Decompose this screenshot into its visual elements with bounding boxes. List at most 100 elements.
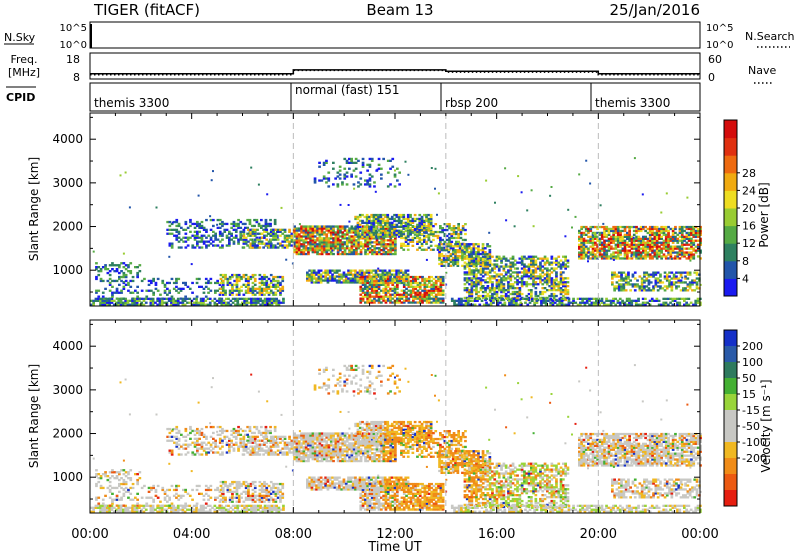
power-cell [372,213,376,217]
power-cell [677,285,681,288]
power-cell [317,275,321,278]
power-cell [382,231,386,234]
power-cell [507,290,510,294]
power-cell [234,224,238,228]
power-cell [334,235,338,238]
power-cell [660,229,663,233]
power-cell [247,287,250,290]
power-cell [425,293,429,296]
power-cell [443,223,447,226]
power-cell [462,303,466,306]
power-cell [605,235,609,238]
power-cell [619,243,622,246]
power-cell [232,242,236,245]
power-cell [216,218,220,222]
power-cell [232,240,236,243]
power-cell [513,292,517,296]
power-cell [368,229,372,232]
power-cell [313,239,317,242]
power-cell [583,297,587,300]
power-cell [170,277,174,281]
power-cell [90,299,93,302]
power-cell [513,267,517,270]
power-cell [486,257,490,260]
power-cell [628,297,631,300]
power-cell [393,279,397,283]
power-cell [374,269,378,272]
power-cell [619,237,622,240]
power-cell [628,299,631,302]
power-cell [418,231,422,234]
power-cell [587,249,590,252]
power-cell [609,301,613,304]
power-cell [283,244,287,247]
power-cell [354,161,358,164]
power-cell [375,243,379,246]
power-cell [364,183,367,186]
power-cell [198,230,201,233]
power-cell [267,285,271,288]
power-cell [647,283,651,286]
power-cell [436,230,440,234]
power-cell [97,289,101,292]
power-cell [425,297,429,300]
power-cell [380,283,383,286]
power-cell [177,236,181,239]
power-cell [304,241,308,244]
power-cell [464,238,467,242]
power-cell [253,293,257,296]
power-cell [645,271,649,274]
power-cell [353,187,356,190]
power-cell [377,273,380,276]
power-cell [266,193,269,196]
power-cell [249,234,253,237]
power-cell [375,281,379,285]
power-cell [265,287,269,290]
power-cell [120,279,123,283]
power-cell [391,249,395,252]
power-cell [479,257,483,260]
power-cell [654,279,658,282]
power-cell [523,269,526,272]
power-cell [559,273,563,276]
power-cell [531,299,534,302]
power-cell [272,277,275,281]
power-cell [365,217,369,221]
power-cell [361,297,365,300]
power-cell [358,229,362,232]
power-cell [366,183,369,186]
power-cell [427,234,431,238]
power-cell [630,235,634,238]
power-cell [309,247,312,250]
power-cell [199,297,203,300]
power-cell [633,285,637,288]
power-cell [295,237,299,240]
power-cell [361,219,364,223]
power-cell [664,239,668,242]
power-cell [333,275,337,278]
power-cell [304,247,308,250]
power-cell [580,243,583,246]
power-cell [366,281,369,285]
power-cell [534,275,538,278]
power-cell [614,257,618,260]
power-cell [587,239,590,242]
power-cell [206,303,210,306]
power-cell [655,249,659,252]
power-cell [680,237,684,240]
power-cell [513,225,516,228]
power-cell [555,271,558,274]
power-cell [380,249,383,252]
power-cell [596,247,599,250]
power-cell [232,228,236,231]
power-cell [582,247,586,250]
power-cell [642,239,645,242]
power-cell [671,227,675,231]
power-cell [457,232,460,236]
power-cell [512,301,516,304]
power-cell [205,240,208,243]
power-cell [350,161,353,164]
power-cell [286,246,289,249]
power-cell [256,291,259,294]
power-cell [390,221,394,224]
